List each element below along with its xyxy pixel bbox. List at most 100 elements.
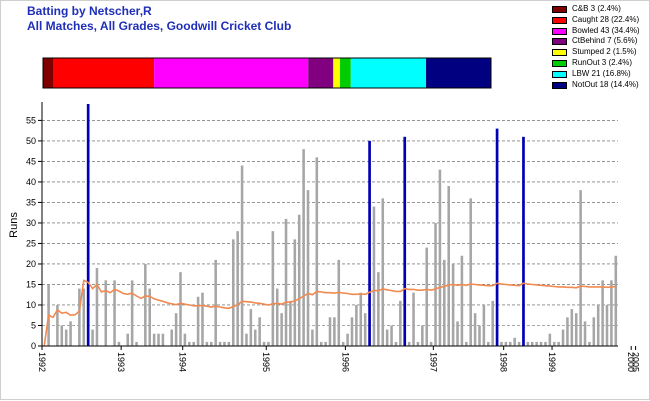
innings-bar	[425, 247, 429, 346]
innings-bar	[530, 341, 534, 346]
innings-bar	[135, 341, 138, 346]
innings-bar	[210, 341, 213, 346]
y-tick-label: 20	[26, 259, 36, 269]
innings-bar	[289, 300, 292, 346]
innings-bar	[152, 333, 156, 346]
innings-bar	[297, 214, 301, 346]
dismissal-segment	[308, 58, 334, 88]
innings-bar	[113, 280, 116, 346]
legend-label: NotOut 18 (14.4%)	[572, 79, 639, 89]
innings-bar	[557, 341, 560, 346]
legend-label: Stumped 2 (1.5%)	[572, 47, 637, 57]
x-tick-label: 1996	[340, 352, 350, 372]
innings-bar	[539, 341, 543, 346]
innings-bar	[381, 198, 385, 346]
innings-bar	[319, 341, 323, 346]
innings-bar	[605, 304, 609, 346]
innings-bar	[188, 341, 191, 346]
legend-label: Bowled 43 (34.4%)	[572, 25, 640, 35]
innings-bar	[544, 341, 547, 346]
x-tick-label: 2000	[626, 352, 636, 372]
innings-bar	[552, 341, 556, 346]
innings-bar	[588, 341, 591, 346]
innings-bar	[280, 313, 283, 346]
innings-bar	[91, 329, 94, 346]
legend-label: C&B 3 (2.4%)	[572, 4, 621, 13]
innings-bar	[592, 317, 596, 346]
notout-innings-bar	[368, 140, 371, 346]
average-line	[43, 279, 616, 347]
legend-swatch	[552, 38, 567, 46]
axes	[41, 102, 618, 347]
innings-bar	[456, 321, 459, 346]
y-tick-label: 35	[26, 197, 36, 207]
legend-label: Caught 28 (22.4%)	[572, 14, 640, 24]
legend-swatch	[552, 6, 567, 13]
innings-bar	[601, 280, 604, 346]
dismissal-segment	[340, 58, 351, 88]
innings-bar	[363, 313, 367, 346]
notout-innings-bar	[522, 136, 525, 346]
dismissal-segment	[154, 58, 309, 88]
innings-bar	[179, 272, 182, 346]
innings-bar	[306, 190, 310, 346]
innings-bar	[183, 333, 187, 346]
innings-bar	[421, 325, 424, 346]
innings-bar	[583, 321, 587, 346]
legend-swatch	[552, 49, 567, 57]
innings-bar	[355, 304, 358, 346]
innings-bar	[570, 309, 574, 346]
innings-bar	[346, 333, 349, 346]
innings-bar	[126, 333, 130, 346]
innings-bar	[482, 304, 486, 346]
innings-bar	[130, 280, 134, 346]
x-tick-label: 1998	[499, 352, 509, 372]
innings-bar	[333, 317, 336, 346]
x-tick-label: 2005	[631, 352, 641, 372]
innings-bar	[214, 259, 217, 346]
innings-bar	[438, 169, 442, 346]
innings-bar	[144, 263, 147, 346]
legend-swatch	[552, 81, 567, 89]
notout-innings-bar	[495, 128, 499, 346]
y-axis-label: Runs	[8, 212, 20, 238]
innings-bar	[196, 296, 200, 346]
innings-bar	[245, 333, 248, 346]
legend-swatch	[552, 16, 567, 24]
innings-bar	[390, 325, 393, 346]
innings-bar	[148, 288, 152, 346]
innings-bar	[460, 255, 464, 346]
innings-bar	[253, 329, 257, 346]
innings-bar	[434, 222, 437, 346]
legend-swatch	[552, 27, 567, 35]
y-tick-label: 15	[26, 279, 36, 289]
innings-bar	[236, 231, 239, 346]
chart-subtitle: All Matches, All Grades, Goodwill Cricke…	[27, 19, 292, 33]
innings-bar	[231, 239, 235, 346]
innings-bar	[69, 321, 72, 346]
y-tick-label: 5	[31, 320, 36, 330]
innings-bar	[614, 255, 618, 346]
innings-bar	[429, 341, 433, 346]
innings-bar	[324, 341, 327, 346]
y-tick-label: 0	[31, 341, 36, 351]
innings-bar	[104, 280, 108, 346]
y-tick-label: 10	[26, 300, 36, 310]
innings-bar	[60, 325, 64, 346]
innings-bar	[561, 329, 565, 346]
innings-bar	[473, 313, 477, 346]
innings-bar	[491, 300, 494, 346]
innings-bar	[566, 317, 569, 346]
innings-bar	[469, 198, 472, 346]
innings-bar	[161, 333, 165, 346]
innings-bar	[610, 280, 613, 346]
dismissal-segment	[53, 58, 155, 88]
innings-bar	[548, 333, 552, 346]
innings-bar	[267, 341, 270, 346]
dismissal-segment	[333, 58, 341, 88]
innings-bar	[478, 325, 481, 346]
legend-swatch	[552, 70, 567, 78]
